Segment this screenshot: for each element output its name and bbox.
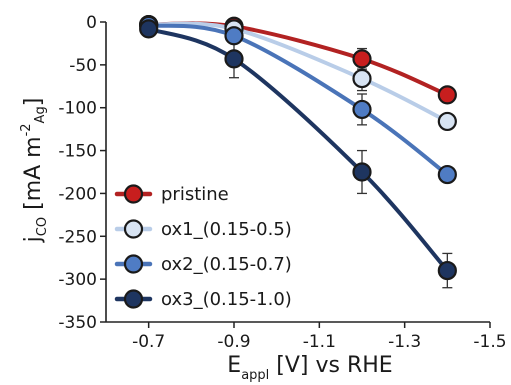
x-tick-label: -1.5: [473, 332, 506, 352]
legend-item-1: ox1_(0.15-0.5): [114, 219, 292, 240]
y-axis-title: jCO [mA m-2Ag]: [19, 98, 50, 244]
x-axis-title: Eappl [V] vs RHE: [227, 353, 392, 383]
data-point: [224, 49, 244, 69]
x-tick-label: -0.7: [132, 332, 165, 352]
series-3: [143, 25, 453, 289]
legend-marker: [123, 184, 144, 204]
series-2: [143, 23, 453, 183]
legend-marker: [123, 254, 144, 274]
series-line: [146, 21, 450, 124]
y-tick-label: -50: [69, 56, 97, 76]
series-0-markers: [139, 14, 457, 105]
data-point: [352, 49, 372, 69]
series-layer: [139, 14, 457, 289]
data-point: [437, 85, 457, 105]
legend-marker: [123, 289, 144, 309]
data-point: [224, 26, 244, 46]
data-point: [437, 111, 457, 132]
series-0: [143, 21, 453, 101]
series-line: [146, 23, 450, 177]
data-point: [352, 68, 372, 89]
data-point: [437, 260, 457, 281]
y-tick-label: -300: [58, 270, 97, 290]
y-tick-label: -350: [58, 313, 97, 333]
x-tick-label: -0.9: [217, 332, 250, 352]
x-tick-label: -1.3: [388, 332, 421, 352]
data-point: [352, 99, 372, 120]
legend-label: ox1_(0.15-0.5): [161, 219, 292, 240]
y-tick-label: 0: [86, 13, 97, 33]
legend-label: pristine: [161, 184, 229, 205]
legend-label: ox3_(0.15-1.0): [161, 289, 292, 310]
axes: 0 -50 -100 -150 -200 -250 -300 -350 -0.7 -0.9 -1.1…: [58, 13, 506, 352]
y-tick-label: -250: [58, 227, 97, 247]
legend-marker: [123, 219, 144, 239]
series-line: [146, 26, 450, 273]
legend: pristine ox1_(0.15-0.5) ox2_(0.15-0.7) ox3_…: [114, 184, 292, 310]
legend-label: ox2_(0.15-0.7): [161, 254, 292, 275]
y-tick-label: -100: [58, 99, 97, 119]
legend-item-2: ox2_(0.15-0.7): [114, 254, 292, 275]
legend-item-0: pristine: [114, 184, 229, 205]
series-3-markers: [139, 19, 457, 281]
series-line: [146, 21, 450, 97]
data-point: [352, 162, 372, 182]
data-point: [437, 164, 457, 185]
y-tick-label: -200: [58, 184, 97, 204]
data-point: [139, 19, 159, 39]
legend-item-3: ox3_(0.15-1.0): [114, 289, 292, 310]
y-tick-label: -150: [58, 142, 97, 162]
x-tick-label: -1.1: [303, 332, 336, 352]
